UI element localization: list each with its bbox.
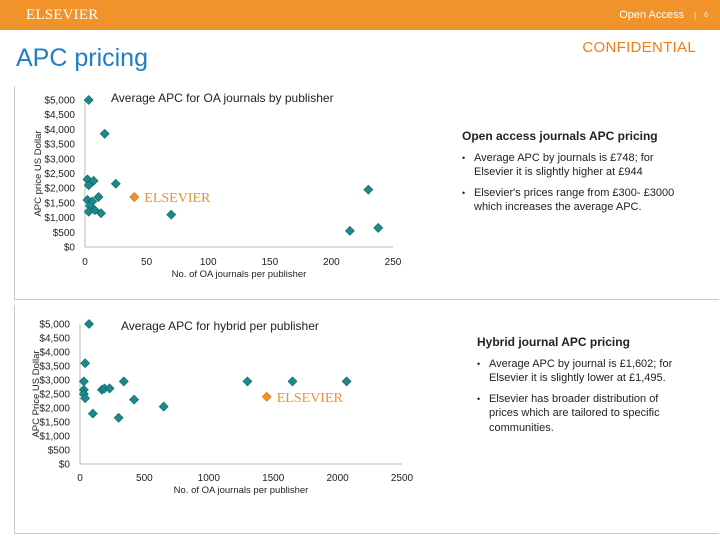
data-point	[373, 222, 384, 233]
y-tick-label: $2,000	[44, 184, 75, 195]
x-tick-label: 200	[323, 257, 340, 268]
y-tick-label: $5,000	[39, 320, 70, 331]
data-point	[80, 393, 91, 404]
data-point	[166, 209, 177, 220]
y-tick-label: $1,000	[39, 432, 70, 443]
y-tick-label: $3,000	[44, 154, 75, 165]
oa-scatter-chart: Average APC for OA journals by publisher…	[33, 91, 402, 280]
data-point	[129, 394, 140, 405]
x-axis-title: No. of OA journals per publisher	[174, 485, 309, 496]
data-point	[158, 401, 169, 412]
data-point	[113, 412, 124, 423]
hybrid-summary: Hybrid journal APC pricing Average APC b…	[477, 335, 687, 441]
y-tick-label: $4,000	[39, 348, 70, 359]
chart-title: Average APC for hybrid per publisher	[121, 319, 319, 333]
data-point	[363, 184, 374, 195]
y-axis-title: APC price US Dollar	[33, 130, 44, 216]
data-point	[83, 95, 94, 105]
data-point	[78, 376, 89, 387]
data-point	[341, 376, 352, 387]
confidential-label: CONFIDENTIAL	[582, 39, 696, 56]
elsevier-point-label: ELSEVIER	[277, 391, 344, 406]
y-tick-label: $3,000	[39, 376, 70, 387]
top-bar: ELSEVIER Open Access | 6	[0, 0, 720, 30]
hybrid-bullet: Elsevier has broader distribution of pri…	[477, 392, 687, 436]
x-tick-label: 2000	[326, 473, 349, 484]
oa-bullet: Elsevier's prices range from £300- £3000…	[462, 186, 692, 215]
x-tick-label: 1500	[262, 473, 285, 484]
top-nav: Open Access | 6	[619, 9, 708, 21]
y-tick-label: $0	[59, 460, 71, 471]
data-point	[84, 319, 94, 329]
x-tick-label: 500	[136, 473, 153, 484]
oa-summary: Open access journals APC pricing Average…	[462, 129, 692, 221]
x-tick-label: 1000	[198, 473, 221, 484]
elsevier-point-label: ELSEVIER	[144, 191, 211, 206]
data-point	[80, 358, 91, 369]
hybrid-chart-panel: Average APC for hybrid per publisher $0 $5…	[14, 305, 719, 534]
oa-chart-panel: Average APC for OA journals by publisher…	[14, 86, 719, 300]
data-point	[242, 376, 253, 387]
y-tick-label: $500	[53, 228, 76, 239]
oa-bullet: Average APC by journals is £748; for Els…	[462, 151, 692, 180]
chart-title: Average APC for OA journals by publisher	[111, 91, 334, 105]
x-tick-label: 150	[261, 257, 278, 268]
data-point	[99, 128, 110, 139]
y-tick-label: $0	[64, 243, 76, 254]
hybrid-bullet: Average APC by journal is £1,602; for El…	[477, 357, 687, 386]
x-tick-label: 0	[77, 473, 83, 484]
x-tick-label: 2500	[391, 473, 414, 484]
y-tick-label: $3,500	[39, 362, 70, 373]
hybrid-scatter-chart: Average APC for hybrid per publisher $0 $5…	[31, 319, 414, 496]
y-tick-label: $2,000	[39, 404, 70, 415]
x-tick-label: 100	[200, 257, 217, 268]
x-tick-label: 250	[385, 257, 402, 268]
x-axis-title: No. of OA journals per publisher	[172, 269, 307, 280]
y-tick-label: $1,500	[39, 418, 70, 429]
brand-logo: ELSEVIER	[26, 7, 99, 23]
data-point	[118, 376, 129, 387]
y-tick-label: $4,500	[39, 334, 70, 345]
elsevier-data-point	[261, 391, 272, 402]
data-point	[110, 178, 121, 189]
y-tick-label: $3,500	[44, 140, 75, 151]
hybrid-summary-heading: Hybrid journal APC pricing	[477, 335, 630, 349]
data-point	[104, 383, 115, 394]
y-tick-label: $5,000	[44, 96, 75, 107]
y-tick-label: $1,000	[44, 213, 75, 224]
y-tick-label: $4,500	[44, 110, 75, 121]
data-point	[87, 408, 98, 419]
y-tick-label: $1,500	[44, 198, 75, 209]
y-axis-title: APC Price US Dollar	[31, 350, 42, 437]
y-tick-label: $4,000	[44, 125, 75, 136]
data-point	[93, 192, 104, 202]
data-point	[96, 208, 106, 219]
page-title: APC pricing	[16, 44, 148, 72]
nav-open-access[interactable]: Open Access	[619, 9, 685, 21]
elsevier-data-point	[129, 192, 140, 202]
oa-summary-heading: Open access journals APC pricing	[462, 129, 658, 143]
y-tick-label: $2,500	[39, 390, 70, 401]
data-point	[344, 225, 355, 236]
data-point	[287, 376, 298, 387]
data-point	[83, 180, 94, 191]
x-tick-label: 50	[141, 257, 153, 268]
y-tick-label: $500	[48, 446, 71, 457]
page-number: 6	[704, 11, 708, 19]
nav-separator: |	[694, 10, 697, 20]
x-tick-label: 0	[82, 257, 88, 268]
y-tick-label: $2,500	[44, 169, 75, 180]
